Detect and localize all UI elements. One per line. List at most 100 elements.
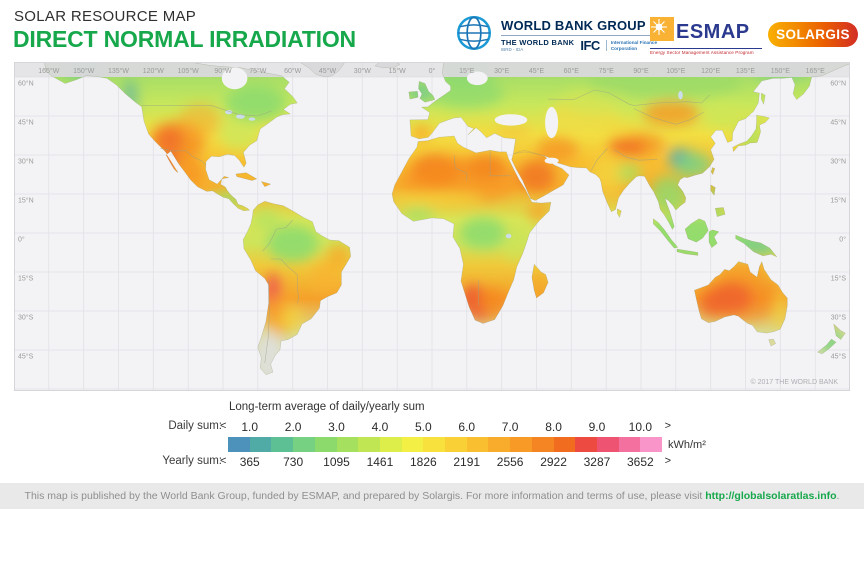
less-than-sign: < (220, 455, 227, 467)
daily-scale-values: < 1.0 2.0 3.0 4.0 5.0 6.0 7.0 8.0 9.0 10.0 > (220, 420, 671, 434)
longitude-label: 60°W (284, 67, 302, 75)
longitude-label: 90°E (633, 67, 649, 75)
color-scale-cell (293, 437, 315, 452)
unit-label: kWh/m² (668, 439, 706, 451)
color-scale-cell (575, 437, 597, 452)
map-frame (14, 62, 850, 391)
legend-scale-value: 3.0 (328, 420, 345, 434)
ifc-sub-label: International Finance Corporation (605, 40, 669, 51)
footer-suffix: . (836, 490, 840, 502)
legend-scale-value: 2191 (453, 455, 481, 469)
legend-scale-value: 3287 (583, 455, 611, 469)
longitude-label: 120°W (143, 67, 164, 75)
latitude-label: 45°N (830, 119, 846, 127)
color-scale-cell (640, 437, 663, 452)
latitude-label: 15°N (18, 197, 34, 205)
color-scale-cell (271, 437, 294, 452)
legend-scale-value: 9.0 (588, 420, 606, 434)
latitude-label: 30°N (18, 158, 34, 166)
legend-scale-value: 1.0 (241, 420, 259, 434)
yearly-sum-label: Yearly sum: (162, 455, 222, 467)
footer-text: This map is published by the World Bank … (24, 490, 706, 502)
longitude-label: 75°E (599, 67, 615, 75)
longitude-label: 135°E (736, 67, 755, 75)
greater-than-sign: > (664, 420, 671, 432)
ifc-label: IFC (580, 38, 600, 53)
legend-scale-value: 730 (283, 455, 304, 469)
legend-scale-value: 2556 (496, 455, 524, 469)
coastlines (43, 61, 851, 375)
legend-scale-value: 2.0 (284, 420, 302, 434)
latitude-label: 0° (18, 236, 25, 244)
longitude-label: 45°E (529, 67, 545, 75)
longitude-label: 165°W (38, 67, 59, 75)
yearly-scale-values: < 365 730 1095 1461 1826 2191 2556 2922 3287 3652… (220, 455, 671, 469)
legend-scale-value: 6.0 (458, 420, 476, 434)
inland-seas (166, 67, 683, 239)
logo-world-bank: WORLD BANK GROUP THE WORLD BANK IBRD - I… (453, 12, 669, 59)
legend-scale-value: 1095 (323, 455, 350, 469)
latitude-label: 30°N (830, 158, 846, 166)
legend-scale-value: 7.0 (501, 420, 519, 434)
longitude-label: 30°W (354, 67, 372, 75)
logo-esmap: ESMAP Energy Sector Management Assistanc… (650, 17, 762, 55)
color-scale-cell (401, 437, 424, 452)
world-map-svg: 165°W 150°W 135°W 120°W 105°W 90°W 75°W 60°W 45°… (14, 61, 851, 391)
longitude-label: 135°W (108, 67, 129, 75)
longitude-label: 105°W (178, 67, 199, 75)
color-scale-cell (488, 437, 511, 452)
sun-icon (650, 17, 674, 46)
latitude-label: 30°S (831, 314, 847, 322)
footer-bar: This map is published by the World Bank … (0, 483, 864, 509)
legend-scale-value: 8.0 (545, 420, 562, 434)
color-scale-cell (531, 437, 554, 452)
latitude-label: 45°S (18, 353, 34, 361)
color-scale-cell (466, 437, 489, 452)
daily-sum-label: Daily sum: (168, 420, 222, 432)
longitude-label: 120°E (701, 67, 720, 75)
latitude-label: 15°S (831, 275, 847, 283)
legend-title: Long-term average of daily/yearly sum (229, 401, 425, 413)
footer-link[interactable]: http://globalsolaratlas.info (705, 490, 837, 502)
color-scale-cell (379, 437, 402, 452)
the-world-bank-label: THE WORLD BANK (501, 38, 575, 47)
longitude-label: 0° (429, 67, 436, 75)
legend-scale-value: 1826 (409, 455, 437, 469)
globe-icon (453, 12, 495, 59)
color-scale-cell (249, 437, 272, 452)
world-map: 165°W 150°W 135°W 120°W 105°W 90°W 75°W 60°W 45°… (14, 61, 851, 391)
latitude-label: 30°S (18, 314, 34, 322)
color-scale-cell (228, 437, 250, 452)
color-scale-cell (423, 437, 446, 452)
longitude-label: 105°E (666, 67, 685, 75)
longitude-label: 15°E (459, 67, 475, 75)
color-scale-cell (314, 437, 337, 452)
latitude-label: 60°N (18, 80, 34, 88)
latitude-labels: 60°N 60°N 45°N 45°N 30°N 30°N 15°N 15°N 0° 0° 15°S… (18, 80, 846, 361)
map-copyright: © 2017 THE WORLD BANK (751, 378, 839, 386)
longitude-label: 75°W (249, 67, 267, 75)
longitude-labels: 165°W 150°W 135°W 120°W 105°W 90°W 75°W 60°W 45°… (38, 67, 825, 75)
color-scale-cell (445, 437, 467, 452)
legend-scale-value: 4.0 (371, 420, 389, 434)
longitude-label: 45°W (319, 67, 337, 75)
header-kicker: SOLAR RESOURCE MAP (14, 8, 197, 25)
color-scale-bar (228, 437, 663, 452)
legend-scale-value: 1461 (366, 455, 394, 469)
longitude-label: 90°W (214, 67, 232, 75)
longitude-label: 30°E (494, 67, 510, 75)
ibrd-ida-label: IBRD - IDA (501, 46, 524, 52)
logo-solargis: SOLARGIS (768, 22, 858, 47)
less-than-sign: < (220, 420, 227, 432)
divider (501, 35, 669, 36)
color-scale-cell (596, 437, 619, 452)
latitude-label: 45°S (831, 353, 847, 361)
longitude-label: 60°E (564, 67, 580, 75)
color-scale-cell (553, 437, 576, 452)
color-scale-cell (618, 437, 641, 452)
longitude-label: 15°W (389, 67, 407, 75)
legend-scale-value: 365 (239, 455, 260, 469)
legend-scale-value: 5.0 (414, 420, 432, 434)
country-borders (141, 89, 710, 364)
